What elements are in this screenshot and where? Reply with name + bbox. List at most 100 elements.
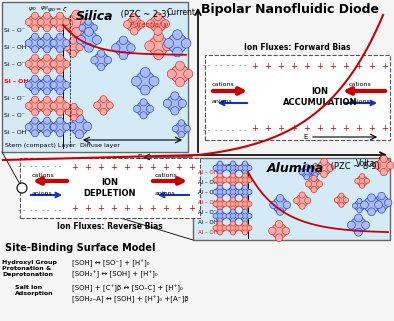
Circle shape — [25, 102, 32, 109]
Text: - -: - - — [30, 163, 37, 169]
Circle shape — [247, 225, 252, 230]
Circle shape — [242, 206, 247, 211]
Circle shape — [222, 178, 227, 183]
Circle shape — [83, 122, 92, 131]
Circle shape — [230, 209, 236, 214]
Text: ION
ACCUMULATION: ION ACCUMULATION — [283, 87, 357, 107]
Circle shape — [56, 75, 63, 82]
Circle shape — [299, 169, 305, 175]
Circle shape — [275, 221, 283, 228]
Circle shape — [32, 46, 39, 53]
Circle shape — [32, 96, 39, 103]
Text: +: + — [124, 204, 130, 213]
Circle shape — [228, 223, 238, 233]
Circle shape — [50, 39, 57, 47]
Circle shape — [32, 117, 39, 124]
Circle shape — [378, 206, 385, 213]
Text: - -: - - — [227, 62, 234, 68]
Circle shape — [242, 182, 247, 187]
Text: Stern (compact) Layer: Stern (compact) Layer — [5, 143, 76, 148]
Circle shape — [71, 118, 88, 135]
Text: +: + — [329, 124, 336, 133]
Text: +: + — [163, 163, 169, 172]
Circle shape — [119, 36, 128, 45]
Circle shape — [147, 20, 155, 28]
Circle shape — [132, 76, 141, 86]
Text: +: + — [150, 204, 156, 213]
Text: +: + — [72, 204, 78, 213]
Circle shape — [230, 221, 236, 226]
Circle shape — [380, 169, 387, 176]
Circle shape — [361, 201, 368, 209]
Text: +: + — [355, 62, 362, 71]
Circle shape — [240, 223, 250, 233]
Circle shape — [374, 195, 389, 210]
Circle shape — [28, 78, 42, 92]
Circle shape — [304, 174, 310, 180]
Text: (PZC ~ 8-9): (PZC ~ 8-9) — [328, 162, 380, 171]
Text: E: E — [138, 154, 142, 160]
Circle shape — [217, 194, 223, 199]
Circle shape — [357, 198, 362, 204]
Circle shape — [171, 92, 179, 100]
Circle shape — [184, 69, 193, 79]
Text: +: + — [111, 163, 117, 172]
Circle shape — [32, 54, 39, 61]
Circle shape — [377, 158, 391, 173]
Text: Al – OH: Al – OH — [198, 180, 218, 185]
Circle shape — [167, 69, 177, 79]
Circle shape — [32, 109, 39, 116]
Circle shape — [56, 117, 63, 124]
Text: +: + — [98, 163, 104, 172]
Circle shape — [38, 39, 45, 47]
Circle shape — [85, 30, 91, 37]
Circle shape — [226, 225, 231, 230]
Text: $\psi_\beta$: $\psi_\beta$ — [40, 5, 48, 14]
Circle shape — [145, 41, 154, 51]
Circle shape — [82, 21, 95, 34]
Circle shape — [213, 166, 218, 170]
Text: [SOH₂⁺] ↔ [SOH] + [H⁺]₀: [SOH₂⁺] ↔ [SOH] + [H⁺]₀ — [72, 271, 158, 279]
Circle shape — [242, 197, 247, 202]
Circle shape — [56, 12, 63, 19]
Circle shape — [282, 227, 290, 235]
Text: [SOH] + [C⁺]β ↔ [SO–C] + [H⁺]₀: [SOH] + [C⁺]β ↔ [SO–C] + [H⁺]₀ — [72, 285, 183, 292]
Circle shape — [175, 122, 188, 135]
Circle shape — [238, 213, 243, 219]
Circle shape — [63, 39, 70, 47]
Circle shape — [91, 24, 97, 31]
Circle shape — [91, 56, 98, 64]
Circle shape — [217, 230, 223, 235]
Circle shape — [63, 124, 70, 131]
Circle shape — [63, 60, 70, 67]
Circle shape — [240, 175, 250, 185]
Circle shape — [37, 39, 44, 47]
Circle shape — [304, 164, 310, 170]
Circle shape — [178, 131, 184, 138]
Circle shape — [299, 203, 305, 209]
Text: Site-Binding Surface Model: Site-Binding Surface Model — [5, 243, 156, 253]
Circle shape — [28, 15, 42, 29]
Text: +: + — [124, 163, 130, 172]
Circle shape — [40, 120, 54, 134]
Text: +: + — [342, 124, 349, 133]
Text: E: E — [304, 134, 308, 140]
Text: +: + — [342, 62, 349, 71]
Circle shape — [242, 185, 247, 190]
Circle shape — [63, 19, 70, 25]
Circle shape — [178, 120, 184, 126]
Text: +: + — [137, 204, 143, 213]
Text: Al – OH: Al – OH — [198, 190, 218, 195]
Circle shape — [38, 102, 45, 109]
Text: Bipolar Nanofluidic Diode: Bipolar Nanofluidic Diode — [201, 3, 379, 16]
Circle shape — [235, 189, 240, 195]
Circle shape — [308, 178, 320, 190]
Circle shape — [321, 171, 327, 178]
Text: +: + — [316, 124, 323, 133]
Circle shape — [215, 211, 225, 221]
Circle shape — [380, 155, 387, 163]
Text: - -: - - — [240, 62, 247, 68]
Circle shape — [357, 176, 368, 186]
Circle shape — [247, 189, 252, 195]
Circle shape — [217, 161, 223, 166]
